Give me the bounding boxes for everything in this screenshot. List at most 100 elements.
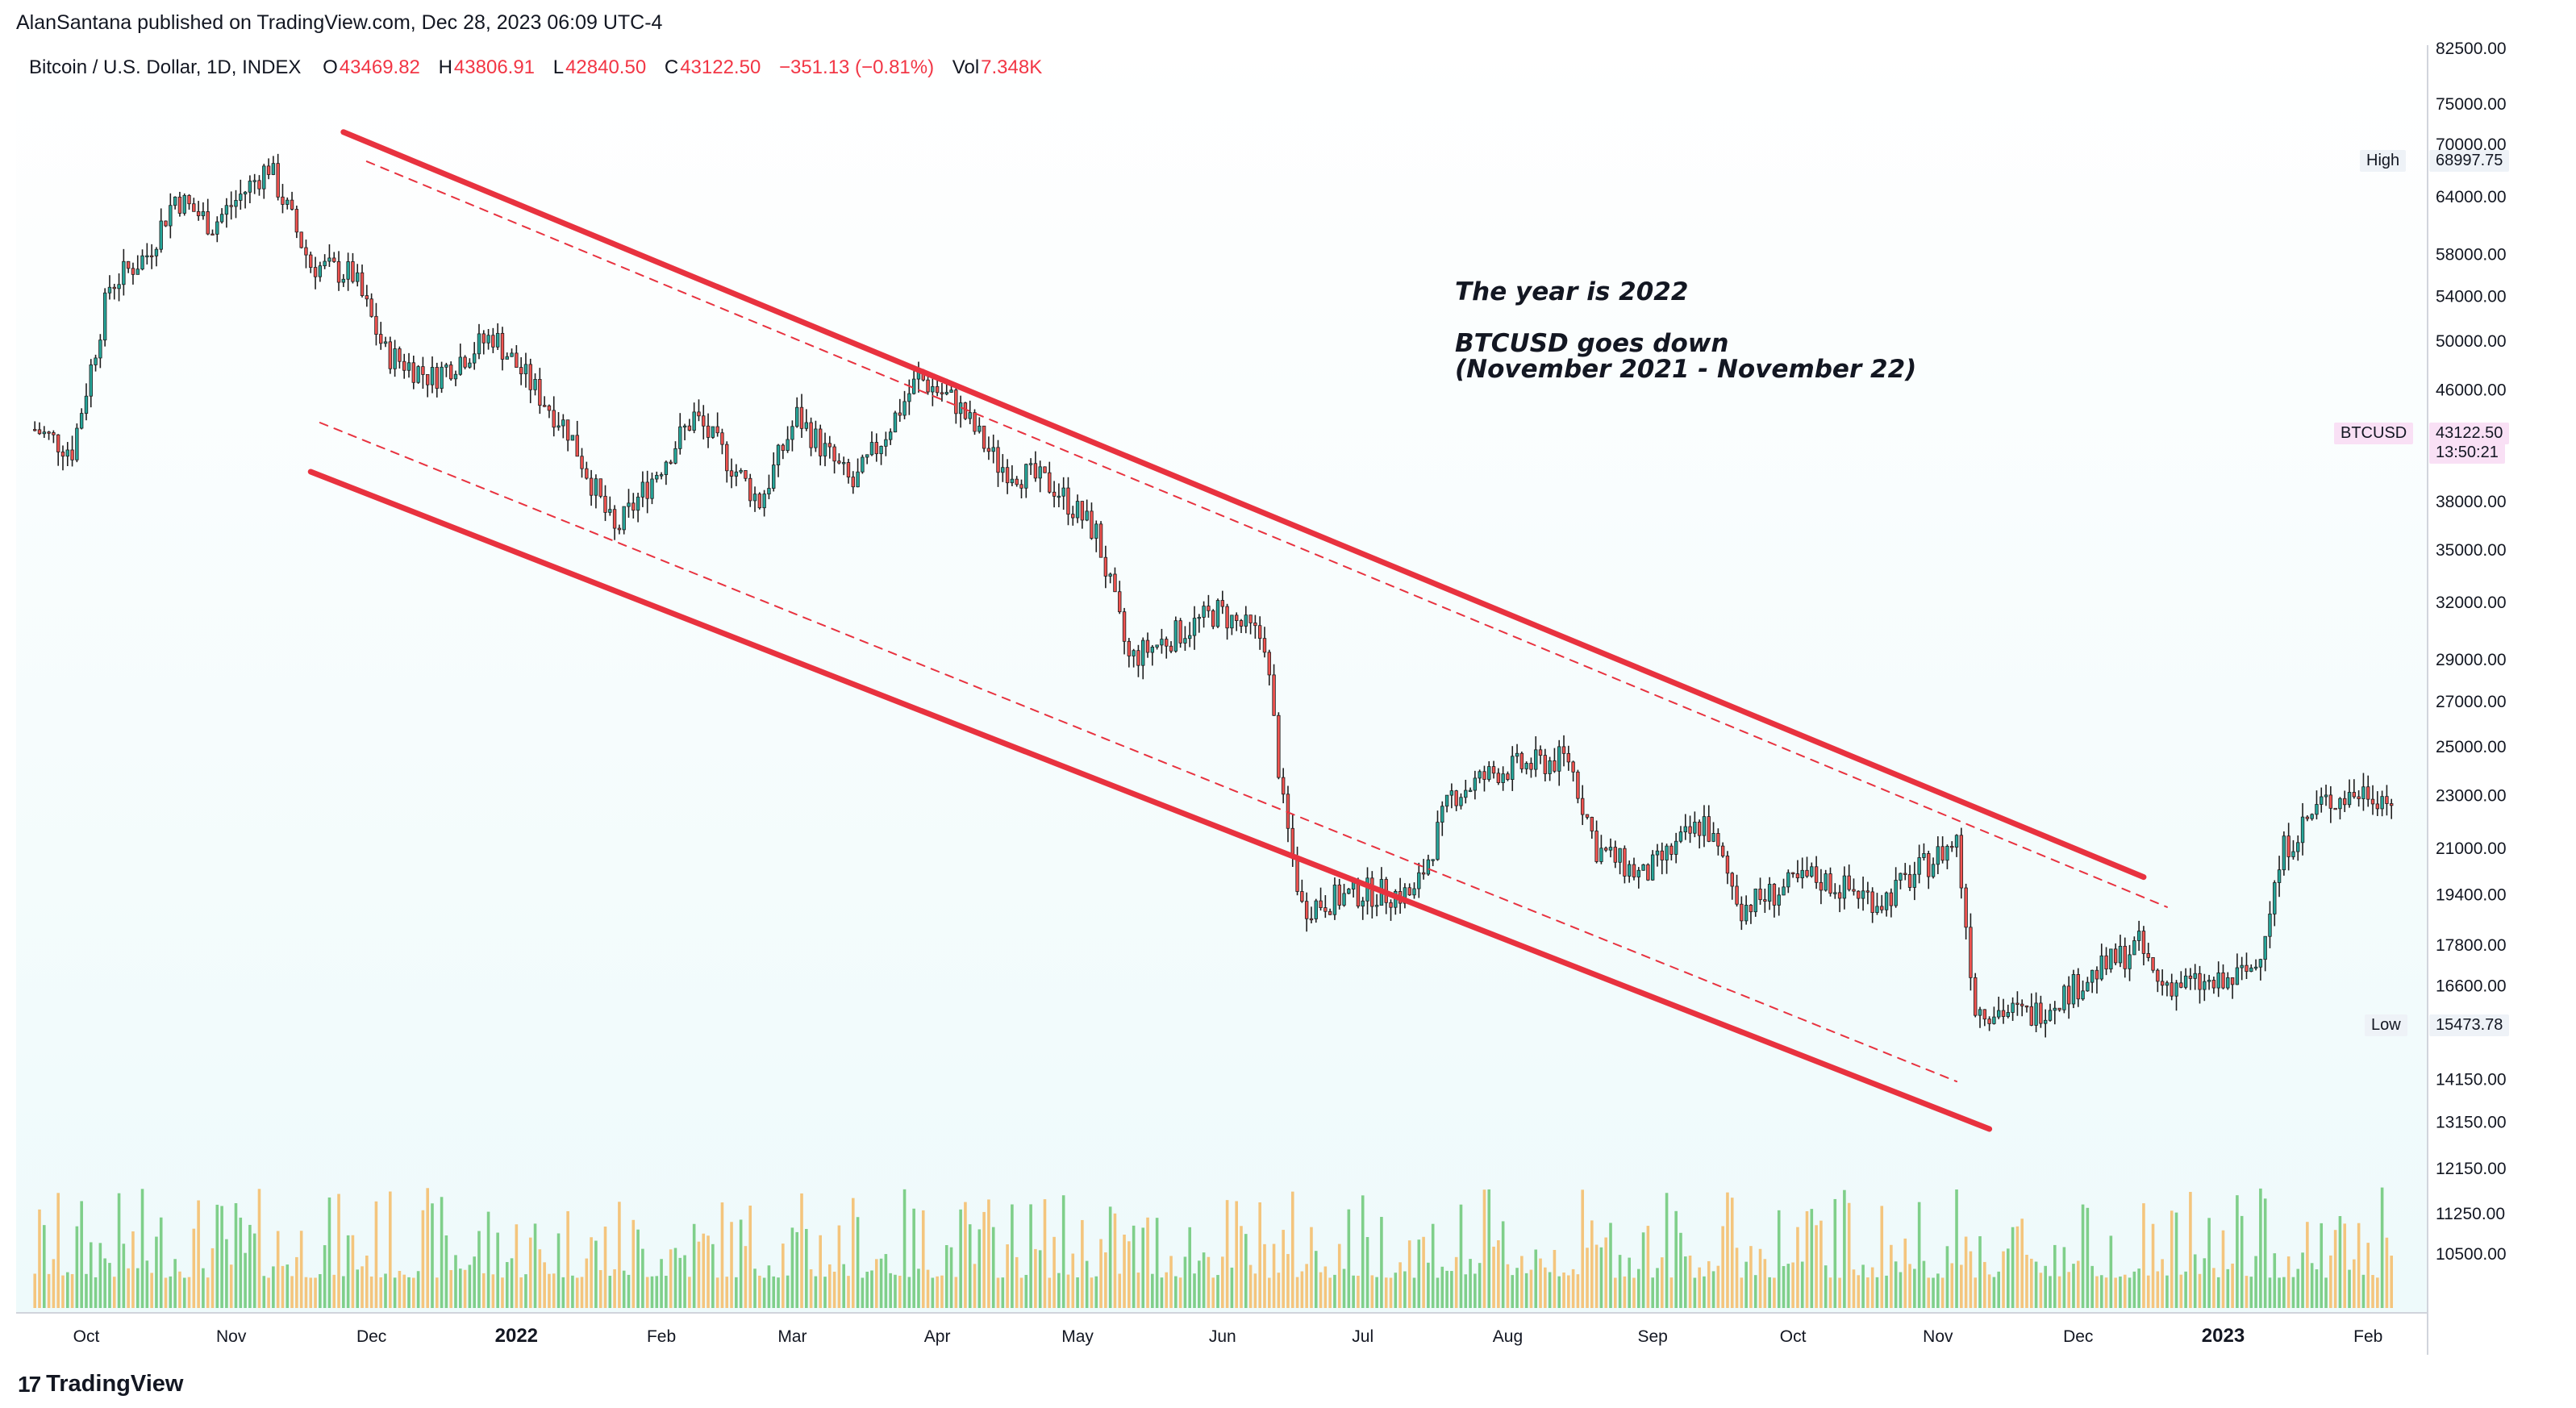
volume-bar (790, 1227, 794, 1308)
volume-bar (486, 1211, 490, 1308)
volume-bar (1534, 1249, 1538, 1308)
candle-body (1576, 771, 1580, 799)
price-tick-label: 35000.00 (2436, 541, 2507, 560)
volume-bar (135, 1268, 140, 1308)
volume-bar (912, 1208, 915, 1308)
candle-body (495, 332, 500, 348)
candle-body (1538, 749, 1543, 756)
candle-body (982, 425, 986, 449)
candle-body (1608, 847, 1613, 851)
candle-body (1954, 835, 1959, 848)
candle-body (1440, 806, 1444, 823)
volume-bar (2282, 1277, 2286, 1308)
volume-bar (444, 1235, 448, 1308)
chart-annotation[interactable]: The year is 2022 BTCUSD goes down (Novem… (1455, 279, 1916, 382)
tradingview-logo[interactable]: 17 TradingView (18, 1371, 183, 1398)
candle-body (2024, 1005, 2029, 1008)
volume-bar (786, 1275, 790, 1308)
price-tick-label: 70000.00 (2436, 135, 2507, 154)
volume-bar (739, 1219, 743, 1308)
volume-bar (304, 1277, 308, 1308)
candle-body (182, 194, 186, 214)
candle-body (323, 260, 327, 267)
candle-body (1931, 864, 1936, 877)
volume-bar (1628, 1257, 1631, 1308)
candle-body (781, 444, 786, 452)
volume-bar (1310, 1227, 1313, 1308)
volume-bar (2090, 1265, 2094, 1308)
volume-bar (725, 1277, 729, 1308)
volume-bar (1034, 1248, 1037, 1308)
candle-body (2357, 796, 2361, 799)
volume-value: 7.348K (981, 56, 1043, 78)
candle-body (149, 255, 154, 258)
volume-bar (861, 1277, 865, 1308)
candle-body (1907, 874, 1912, 888)
candle-body (1837, 892, 1842, 899)
candle-body (706, 425, 711, 438)
candle-body (2066, 985, 2071, 1005)
candle-body (519, 367, 523, 375)
candle-body (799, 406, 804, 429)
volume-bar (281, 1265, 285, 1308)
candle-body (510, 352, 514, 357)
candle-body (552, 410, 556, 428)
volume-bar (2278, 1277, 2281, 1308)
candle-body (1697, 822, 1702, 836)
volume-bar (1974, 1277, 1978, 1308)
volume-bar (1108, 1206, 1112, 1308)
price-tick-label: 12150.00 (2436, 1160, 2507, 1178)
candle-body (2226, 977, 2230, 989)
volume-bar (814, 1276, 818, 1308)
volume-bar (1880, 1206, 1884, 1308)
candle-body (565, 419, 570, 441)
candle-body (669, 461, 673, 464)
symbol-legend[interactable]: Bitcoin / U.S. Dollar, 1D, INDEX O43469.… (29, 56, 1055, 79)
candle-body (52, 432, 56, 435)
volume-bar (1852, 1269, 1856, 1308)
candle-body (879, 445, 883, 455)
candle-body (262, 165, 266, 190)
volume-bar (1165, 1272, 1169, 1308)
candle-body (1814, 866, 1819, 883)
price-tick-label: 25000.00 (2436, 738, 2507, 756)
candle-body (304, 247, 308, 256)
candle-body (1763, 899, 1767, 902)
volume-bar (556, 1233, 561, 1308)
volume-bar (2320, 1223, 2324, 1308)
volume-bar (2324, 1277, 2328, 1308)
volume-bar (1198, 1260, 1201, 1308)
candle-body (1403, 887, 1407, 904)
volume-bar (1459, 1204, 1463, 1308)
candle-body (1066, 487, 1070, 515)
candle-body (2015, 1002, 2020, 1005)
volume-bar (1992, 1277, 1996, 1308)
volume-bar (832, 1271, 836, 1308)
volume-bar (2128, 1277, 2132, 1308)
candle-body (715, 426, 719, 434)
candle-body (986, 448, 991, 452)
candle-body (2375, 803, 2380, 810)
volume-bar (1641, 1232, 1645, 1308)
volume-bar (1763, 1259, 1767, 1308)
price-tick-label: 13150.00 (2436, 1114, 2507, 1132)
volume-bar (1057, 1273, 1061, 1308)
candle-body (2305, 816, 2310, 819)
volume-bar (889, 1273, 892, 1308)
candle-body (1557, 746, 1561, 772)
volume-bar (1076, 1277, 1079, 1308)
volume-bar (1913, 1268, 1916, 1308)
volume-bar (944, 1245, 948, 1308)
candle-body (2352, 792, 2357, 798)
candle-body (1594, 831, 1599, 862)
volume-bar (1922, 1260, 1926, 1308)
candle-body (734, 471, 739, 477)
candle-body (2370, 798, 2375, 805)
high-label: H (438, 56, 452, 78)
volume-bar (2011, 1227, 2015, 1308)
symbol-name[interactable]: Bitcoin / U.S. Dollar, 1D, INDEX (29, 56, 302, 78)
time-tick-label: Feb (647, 1327, 676, 1346)
volume-bar (1221, 1256, 1224, 1308)
candle-body (2011, 1002, 2015, 1013)
